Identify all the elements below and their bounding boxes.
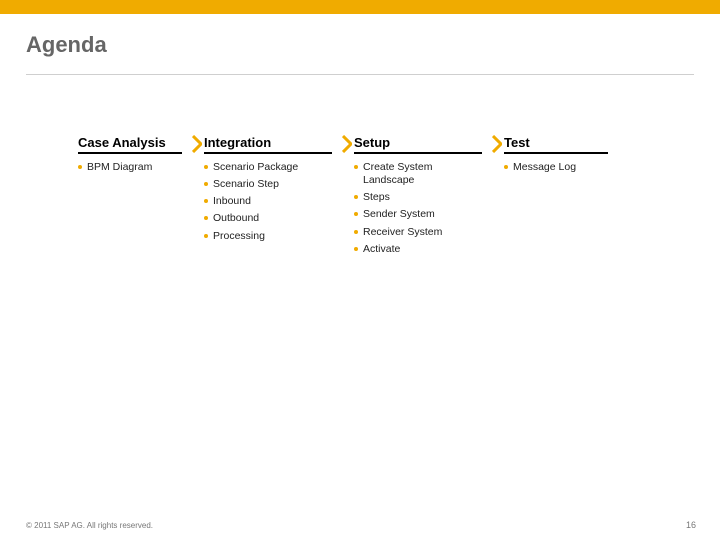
list-item: Receiver System xyxy=(354,226,482,239)
list-item-label: Processing xyxy=(213,230,332,243)
list-item-label: Inbound xyxy=(213,195,332,208)
bullet-icon xyxy=(354,230,358,234)
list-item: Steps xyxy=(354,191,482,204)
agenda-column: Case Analysis BPM Diagram xyxy=(78,135,182,178)
list-item: Outbound xyxy=(204,212,332,225)
accent-top-bar xyxy=(0,0,720,14)
page-title: Agenda xyxy=(26,32,694,58)
column-heading: Test xyxy=(504,135,608,154)
column-heading: Integration xyxy=(204,135,332,154)
list-item-label: Receiver System xyxy=(363,226,482,239)
list-item: Create System Landscape xyxy=(354,161,482,187)
list-item: BPM Diagram xyxy=(78,161,182,174)
chevron-icon xyxy=(342,135,352,153)
list-item-label: Message Log xyxy=(513,161,608,174)
list-item-label: Scenario Step xyxy=(213,178,332,191)
column-items: Scenario Package Scenario Step Inbound Outb… xyxy=(204,161,332,243)
column-items: BPM Diagram xyxy=(78,161,182,174)
list-item: Activate xyxy=(354,243,482,256)
bullet-icon xyxy=(204,234,208,238)
agenda-column: Test Message Log xyxy=(504,135,608,178)
list-item: Sender System xyxy=(354,208,482,221)
bullet-icon xyxy=(354,247,358,251)
list-item: Inbound xyxy=(204,195,332,208)
agenda-columns: Case Analysis BPM Diagram Integration Scen… xyxy=(78,135,720,260)
chevron-icon xyxy=(492,135,502,153)
column-heading: Case Analysis xyxy=(78,135,182,154)
column-items: Message Log xyxy=(504,161,608,174)
list-item: Processing xyxy=(204,230,332,243)
list-item-label: Scenario Package xyxy=(213,161,332,174)
list-item: Scenario Package xyxy=(204,161,332,174)
column-heading: Setup xyxy=(354,135,482,154)
list-item: Message Log xyxy=(504,161,608,174)
bullet-icon xyxy=(204,216,208,220)
bullet-icon xyxy=(78,165,82,169)
bullet-icon xyxy=(204,165,208,169)
bullet-icon xyxy=(354,212,358,216)
list-item-label: Outbound xyxy=(213,212,332,225)
title-area: Agenda xyxy=(0,14,720,68)
list-item-label: Steps xyxy=(363,191,482,204)
bullet-icon xyxy=(204,199,208,203)
copyright-text: © 2011 SAP AG. All rights reserved. xyxy=(26,521,153,530)
list-item: Scenario Step xyxy=(204,178,332,191)
agenda-column: Integration Scenario Package Scenario Step… xyxy=(204,135,332,247)
column-items: Create System Landscape Steps Sender Syste… xyxy=(354,161,482,256)
bullet-icon xyxy=(354,165,358,169)
page-number: 16 xyxy=(686,520,696,530)
agenda-stage: Case Analysis BPM Diagram Integration Scen… xyxy=(0,135,720,260)
title-divider xyxy=(26,74,694,75)
list-item-label: Activate xyxy=(363,243,482,256)
agenda-column: Setup Create System Landscape Steps Sender … xyxy=(354,135,482,260)
list-item-label: Create System Landscape xyxy=(363,161,482,187)
list-item-label: Sender System xyxy=(363,208,482,221)
bullet-icon xyxy=(504,165,508,169)
bullet-icon xyxy=(354,195,358,199)
bullet-icon xyxy=(204,182,208,186)
footer: © 2011 SAP AG. All rights reserved. 16 xyxy=(26,520,696,530)
chevron-icon xyxy=(192,135,202,153)
list-item-label: BPM Diagram xyxy=(87,161,182,174)
